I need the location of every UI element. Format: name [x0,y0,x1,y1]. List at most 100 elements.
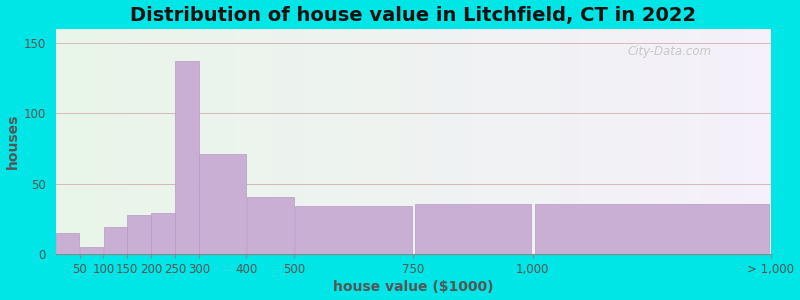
Bar [640,29,642,254]
Bar [173,29,175,254]
Bar [106,29,108,254]
Bar [650,29,652,254]
Bar [74,29,77,254]
Bar [657,29,659,254]
Bar [394,29,397,254]
Bar [671,29,673,254]
Bar [168,29,170,254]
Bar [337,29,339,254]
Bar [142,29,144,254]
Bar [230,29,232,254]
Bar [66,29,68,254]
Bar [256,29,258,254]
Bar [630,29,633,254]
Bar [294,29,297,254]
Bar [61,29,63,254]
Bar [647,29,650,254]
Bar [414,29,416,254]
Bar [461,29,463,254]
Bar [711,29,714,254]
Bar [675,29,678,254]
Bar [280,29,282,254]
Bar [261,29,263,254]
Bar [542,29,545,254]
Bar [614,29,616,254]
Bar [322,29,325,254]
Bar [220,29,222,254]
Bar [609,29,611,254]
Bar [342,29,344,254]
Bar [89,29,91,254]
Bar [432,29,434,254]
Bar [368,29,370,254]
Bar [454,29,456,254]
Bar [234,29,237,254]
Bar [247,196,294,254]
Bar [151,29,154,254]
Bar [764,29,766,254]
Bar [268,29,270,254]
Bar [669,29,671,254]
Bar [714,29,716,254]
Bar [125,29,127,254]
Bar [530,29,533,254]
Bar [203,29,206,254]
Bar [538,29,540,254]
Bar [113,29,115,254]
Bar [346,29,349,254]
Bar [409,29,411,254]
Bar [56,233,79,254]
Bar [566,29,568,254]
Bar [218,29,220,254]
Bar [528,29,530,254]
Bar [718,29,721,254]
Bar [662,29,664,254]
Bar [478,29,480,254]
Bar [735,29,738,254]
Bar [416,29,418,254]
Bar [77,29,79,254]
Bar [404,29,406,254]
Bar [290,29,292,254]
Bar [473,29,475,254]
Bar [210,29,213,254]
Bar [270,29,273,254]
Bar [490,29,492,254]
Bar [242,29,244,254]
Bar [733,29,735,254]
Bar [582,29,585,254]
Bar [430,29,432,254]
Bar [592,29,594,254]
Bar [730,29,733,254]
Bar [606,29,609,254]
Bar [104,227,127,254]
Bar [423,29,426,254]
Bar [79,29,82,254]
X-axis label: house value ($1000): house value ($1000) [333,280,494,294]
Bar [428,29,430,254]
Bar [545,29,547,254]
Y-axis label: houses: houses [6,114,19,169]
Bar [766,29,769,254]
Bar [456,29,458,254]
Bar [332,29,334,254]
Bar [244,29,246,254]
Bar [134,29,137,254]
Bar [358,29,361,254]
Bar [673,29,675,254]
Bar [742,29,745,254]
Bar [103,29,106,254]
Bar [161,29,163,254]
Bar [108,29,110,254]
Bar [110,29,113,254]
Bar [439,29,442,254]
Bar [575,29,578,254]
Bar [449,29,451,254]
Bar [194,29,196,254]
Bar [611,29,614,254]
Bar [594,29,597,254]
Bar [414,203,531,254]
Bar [266,29,268,254]
Bar [463,29,466,254]
Bar [511,29,514,254]
